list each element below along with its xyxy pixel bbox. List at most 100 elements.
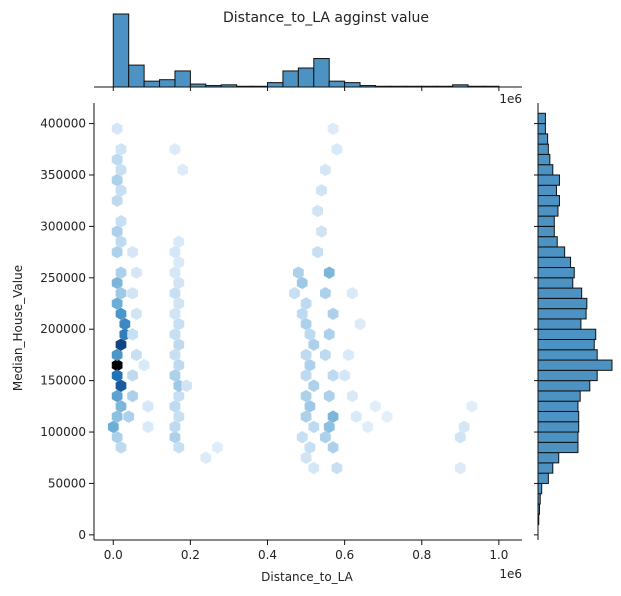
x-hist-bar bbox=[174, 70, 191, 88]
hexbin-cell bbox=[346, 287, 358, 300]
hexbin-cell bbox=[323, 420, 335, 434]
y-tick-label: 400000 bbox=[40, 117, 86, 131]
hexbin-cell bbox=[300, 410, 312, 423]
hexbin-cell bbox=[115, 379, 127, 392]
hexbin-cell bbox=[173, 359, 185, 372]
x-hist-bar bbox=[112, 13, 130, 88]
x-tick-label: 0.2 bbox=[181, 548, 200, 562]
y-hist-bar bbox=[537, 123, 546, 135]
hexbin-cell bbox=[339, 369, 350, 382]
hexbin-cell bbox=[111, 194, 123, 207]
hexbin-cell bbox=[111, 153, 123, 166]
hexbin-cell bbox=[111, 369, 123, 382]
x-hist-bar bbox=[297, 67, 315, 88]
hexbin-cell bbox=[454, 430, 466, 444]
y-hist-bar bbox=[537, 380, 591, 392]
y-hist-bar bbox=[537, 390, 581, 402]
y-hist-bar bbox=[537, 236, 558, 248]
hexbin-cell bbox=[173, 297, 185, 310]
hexbin-cell bbox=[308, 461, 320, 475]
hexbin-cell bbox=[296, 276, 308, 290]
hexbin-cell bbox=[127, 328, 138, 341]
hexbin-cell bbox=[362, 420, 374, 434]
y-tick-label: 50000 bbox=[48, 476, 86, 490]
y-hist-bar bbox=[537, 359, 613, 371]
y-hist-bar bbox=[537, 349, 598, 361]
hexbin-cell bbox=[169, 143, 181, 156]
y-tick-label: 300000 bbox=[40, 219, 86, 233]
hexbin-cell bbox=[111, 389, 123, 403]
x-hist-bar bbox=[328, 80, 346, 88]
hexbin-cell bbox=[173, 441, 185, 454]
y-hist-bar bbox=[537, 472, 549, 484]
x-axis-offset-label: 1e6 bbox=[499, 567, 522, 581]
hexbin-cell bbox=[115, 163, 127, 177]
hexbin-cell bbox=[169, 307, 181, 320]
hexbin-cell bbox=[111, 410, 123, 423]
hexbin-cell bbox=[308, 379, 320, 392]
hexbin-cell bbox=[289, 287, 300, 300]
hexbin-cell bbox=[296, 430, 308, 444]
hexbin-cell bbox=[343, 348, 354, 362]
y-hist-bar bbox=[537, 287, 583, 299]
hexbin-cell bbox=[115, 235, 127, 249]
hexbin-cell bbox=[169, 328, 181, 341]
y-marginal-histogram bbox=[534, 103, 613, 540]
hexbin-cell bbox=[127, 287, 138, 300]
hexbin-cell bbox=[300, 297, 312, 310]
hexbin-cell bbox=[169, 400, 181, 413]
hexbin-cell bbox=[111, 348, 123, 362]
hexbin-cell bbox=[323, 266, 335, 279]
hexbin-cell bbox=[115, 184, 127, 197]
y-hist-bar bbox=[537, 267, 575, 279]
hexbin-cell bbox=[212, 441, 223, 454]
hexbin-cell bbox=[142, 400, 154, 413]
hexbin-cell bbox=[308, 338, 320, 351]
hexbin-cell bbox=[115, 441, 127, 454]
y-hist-bar bbox=[537, 215, 555, 227]
hexbin-cell bbox=[346, 389, 358, 403]
y-hist-bar bbox=[537, 112, 546, 125]
x-hist-bar bbox=[267, 82, 284, 88]
hexbin-cell bbox=[173, 389, 185, 403]
y-hist-bar bbox=[537, 256, 572, 269]
hexbin-cell bbox=[111, 430, 123, 444]
y-hist-bar bbox=[537, 225, 555, 238]
hexbin-cell bbox=[327, 122, 339, 135]
hexbin-cell bbox=[131, 307, 142, 320]
hexbin-cell bbox=[169, 287, 181, 300]
x-hist-bar bbox=[313, 58, 330, 88]
hexbin-cell bbox=[169, 369, 181, 382]
hexbin-cell bbox=[312, 204, 324, 218]
x-tick-label: 0.0 bbox=[104, 548, 123, 562]
hexbin-cell bbox=[127, 369, 138, 382]
hexbin-cell bbox=[319, 348, 331, 362]
y-hist-bar bbox=[537, 246, 566, 258]
hexbin-cell bbox=[173, 276, 185, 290]
hexbin-cell bbox=[327, 441, 339, 454]
hexbin-cell bbox=[115, 400, 127, 413]
x-hist-bar bbox=[282, 70, 299, 88]
hexbin-cell bbox=[142, 420, 154, 434]
hexbin-cell bbox=[111, 276, 123, 290]
hexbin-cell bbox=[381, 410, 393, 423]
hexbin-cell bbox=[327, 410, 339, 423]
hexbin-cell bbox=[304, 441, 316, 454]
hexbin-cell bbox=[296, 307, 308, 320]
y-hist-bar bbox=[537, 328, 597, 340]
hexbin-cell bbox=[308, 420, 320, 434]
y-hist-bar bbox=[537, 153, 551, 166]
y-hist-bar bbox=[537, 338, 595, 351]
y-hist-bar bbox=[537, 421, 580, 433]
hexbin-cell bbox=[169, 420, 181, 434]
y-hist-bar bbox=[537, 369, 598, 382]
hexbin-cell bbox=[331, 461, 343, 475]
hexbin-cell bbox=[327, 307, 339, 320]
hexbin-cell bbox=[319, 287, 331, 300]
x-hist-bar bbox=[128, 64, 145, 88]
hexbin-cell bbox=[115, 143, 127, 156]
y-hist-bar bbox=[537, 133, 549, 145]
axes-layer: 0.0 0.2 0.4 0.6 0.8 1.0 0 50000 100000 150000 2000… bbox=[40, 103, 522, 562]
hexbin-cell bbox=[119, 317, 131, 331]
